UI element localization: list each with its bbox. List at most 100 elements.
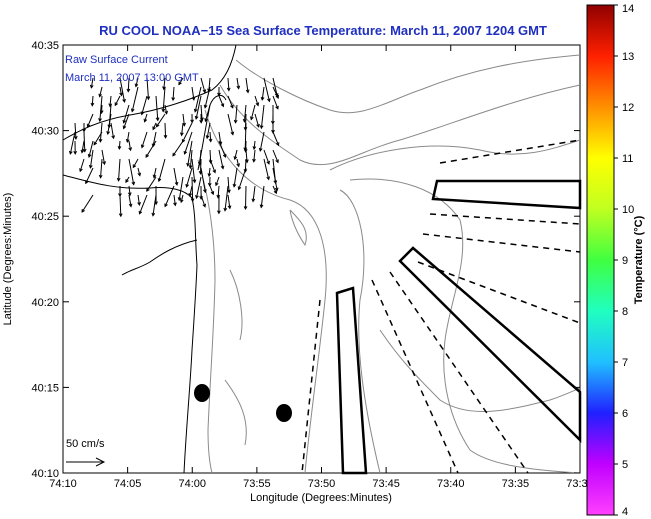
current-vector [108,95,113,108]
current-vector [81,194,94,213]
current-vector [205,122,211,140]
current-vector [200,77,207,94]
current-vector [114,95,121,107]
current-vector [193,86,202,113]
current-vector [203,86,211,109]
current-vector [98,86,103,98]
bathymetry-contours [197,54,581,474]
current-vector [134,77,139,88]
current-vector [226,77,231,92]
current-vector [87,140,94,158]
current-vector [140,131,148,149]
current-vector [140,95,148,116]
current-vector [85,167,94,185]
current-vector [191,86,196,101]
current-vector [243,185,248,211]
colorbar-ticks: 4 5 6 7 8 9 10 11 12 13 14 [614,3,634,518]
annotation-line1: Raw Surface Current [65,54,168,66]
inlet-shore [62,44,237,141]
scale-arrow [66,457,106,467]
current-vector [116,158,121,182]
colorbar-tick-label: 6 [622,408,628,420]
current-vector [195,176,202,200]
current-vector [208,131,213,143]
current-vector [164,185,175,208]
current-vector [259,185,265,209]
current-vector [271,113,275,125]
current-vector [106,113,112,136]
current-vector [217,194,221,215]
current-vector [272,167,279,192]
colorbar-tick-label: 10 [622,204,634,216]
current-vector [137,194,141,207]
current-vector [245,77,250,94]
y-axis-ticks: 40:10 40:15 40:20 40:25 40:30 40:35 [31,40,580,480]
current-vector [101,149,106,166]
y-axis-label: Latitude (Degrees:Minutes) [2,193,14,326]
x-axis-ticks: 74:10 74:05 74:00 73:55 73:50 73:45 73:40 73:35… [49,45,594,490]
current-vector [173,167,179,186]
current-vector [263,149,270,165]
annotation-line2: March 11, 2007 13:00 GMT [65,72,199,84]
current-vector [164,104,169,115]
current-vector [93,131,103,146]
current-vector [194,95,202,120]
scale-label: 50 cm/s [66,438,105,450]
current-vector [82,131,87,153]
current-vector [207,167,212,178]
current-vector [272,131,280,147]
colorbar-tick-label: 5 [622,459,628,471]
current-vector [252,140,257,151]
current-vector [251,185,256,203]
x-tick-label: 73:35 [502,478,530,490]
river-inlet [121,239,198,276]
current-vector [171,86,176,102]
current-vector [236,158,240,168]
current-vector [151,194,157,217]
current-vector [272,185,278,195]
colorbar-tick-label: 8 [622,306,628,318]
survey-box-east [431,179,582,210]
current-vector [200,194,207,208]
map-title: RU COOL NOAA−15 Sea Surface Temperature:… [99,23,547,38]
current-vector [237,167,247,191]
x-tick-label: 73:50 [308,478,336,490]
current-vector [254,113,260,128]
station-marker [194,384,210,402]
current-vector [199,113,204,124]
colorbar-tick-label: 13 [622,51,634,63]
survey-box-southeast [398,246,582,444]
x-tick-label: 73:40 [437,478,465,490]
current-vector [272,95,279,110]
current-vector [88,149,94,169]
colorbar-tick-label: 9 [622,255,628,267]
colorbar-label: Temperature (°C) [633,215,645,304]
current-vector [161,86,166,113]
current-vector [227,113,235,136]
current-vector [260,86,265,101]
x-tick-label: 74:10 [49,478,77,490]
current-vector [128,140,133,152]
current-vector [252,149,256,163]
colorbar [586,4,615,516]
current-vector [259,104,265,130]
current-vector [68,131,76,155]
current-vector [218,149,225,170]
current-vector [80,140,85,154]
current-vector [73,140,78,155]
current-vector [122,113,130,130]
current-vector [223,185,229,212]
current-vector [119,86,123,97]
current-vector [191,158,197,184]
current-vector [272,86,279,99]
current-vector [155,113,166,128]
y-tick-label: 40:20 [31,297,59,309]
current-vector [145,140,157,158]
current-vector [126,77,131,93]
current-vector [258,131,265,152]
dashed-lines [301,139,581,474]
y-tick-label: 40:35 [31,40,59,52]
current-vector [128,158,136,186]
current-vector [152,122,157,131]
current-vector [125,176,130,184]
